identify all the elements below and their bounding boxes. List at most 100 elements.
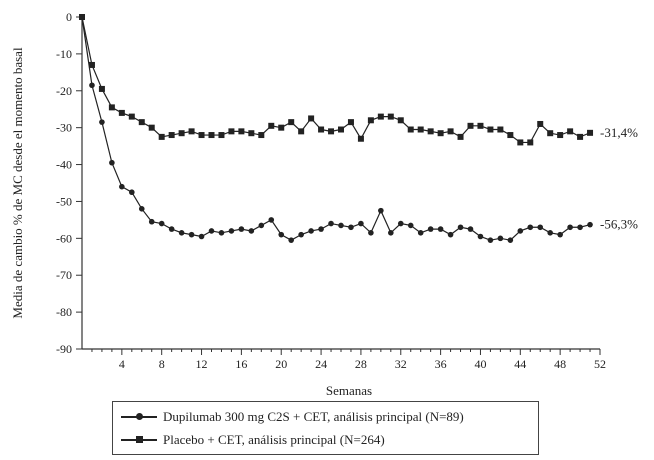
data-point xyxy=(557,231,563,238)
data-point xyxy=(517,228,524,234)
data-point xyxy=(567,224,573,231)
data-point xyxy=(417,126,424,133)
data-point xyxy=(178,230,185,236)
data-point xyxy=(427,128,434,135)
x-tick-label: 36 xyxy=(435,357,447,371)
data-point xyxy=(368,230,374,236)
legend-label-dupilumab: Dupilumab 300 mg C2S + CET, análisis pri… xyxy=(163,409,464,424)
data-point xyxy=(158,220,165,227)
data-point xyxy=(178,130,185,137)
y-tick-label: -70 xyxy=(56,268,72,282)
x-tick-label: 32 xyxy=(395,357,407,371)
series-line xyxy=(81,16,591,241)
data-point xyxy=(497,126,504,133)
data-point xyxy=(377,113,384,120)
data-point xyxy=(108,104,115,111)
data-point xyxy=(218,132,225,139)
y-tick-label: 0 xyxy=(66,10,72,24)
x-tick-label: 24 xyxy=(315,357,327,371)
data-point xyxy=(278,124,285,131)
data-point xyxy=(248,130,255,137)
data-point xyxy=(517,139,524,146)
y-tick-label: -50 xyxy=(56,194,72,208)
data-point xyxy=(557,132,564,139)
data-point xyxy=(228,128,235,135)
x-tick-label: 20 xyxy=(275,357,287,371)
y-tick-label: -60 xyxy=(56,231,72,245)
data-point xyxy=(248,228,255,234)
end-value-label: -56,3% xyxy=(600,217,638,232)
data-point xyxy=(467,226,474,232)
data-point xyxy=(587,129,594,136)
data-point xyxy=(109,159,115,166)
legend-item-dupilumab: Dupilumab 300 mg C2S + CET, análisis pri… xyxy=(121,406,464,428)
data-point xyxy=(577,133,584,140)
data-point xyxy=(198,233,205,240)
data-point xyxy=(547,130,554,137)
data-point xyxy=(148,218,155,225)
data-point xyxy=(447,128,454,135)
data-point xyxy=(407,222,414,229)
data-point xyxy=(347,119,354,126)
series-layer: -56,3% -31,4% xyxy=(79,14,638,243)
y-tick-label: -90 xyxy=(56,342,72,356)
data-point xyxy=(308,228,314,234)
data-point xyxy=(387,113,394,120)
data-point xyxy=(138,206,145,212)
data-point xyxy=(437,226,444,232)
data-point xyxy=(138,119,145,126)
data-point xyxy=(357,135,364,142)
data-point xyxy=(338,222,344,229)
data-point xyxy=(308,115,315,122)
data-point xyxy=(238,128,245,135)
y-axis-title: Media de cambio % de MC desde el momento… xyxy=(10,47,25,319)
data-point xyxy=(477,233,484,240)
series-placebo: -31,4% xyxy=(79,14,638,146)
x-tick-label: 52 xyxy=(594,357,606,371)
data-point xyxy=(527,139,534,146)
x-tick-label: 16 xyxy=(235,357,247,371)
series-line xyxy=(81,16,591,144)
y-tick-label: -40 xyxy=(56,158,72,172)
data-point xyxy=(328,220,334,227)
data-point xyxy=(507,237,514,243)
data-point xyxy=(397,220,404,227)
data-point xyxy=(128,113,135,120)
data-point xyxy=(328,128,335,135)
data-point xyxy=(417,230,424,236)
data-point xyxy=(89,82,95,89)
y-tick-label: -80 xyxy=(56,305,72,319)
data-point xyxy=(268,122,275,129)
data-point xyxy=(88,61,95,68)
data-point xyxy=(527,224,534,231)
data-point xyxy=(487,126,494,133)
data-point xyxy=(338,126,344,133)
data-point xyxy=(388,230,394,236)
data-point xyxy=(587,221,593,228)
data-point xyxy=(208,132,215,139)
series-dupilumab: -56,3% xyxy=(79,14,638,243)
data-point xyxy=(268,217,275,223)
data-point xyxy=(129,189,135,196)
data-point xyxy=(188,231,195,238)
data-point xyxy=(437,130,444,137)
data-point xyxy=(358,220,364,227)
data-point xyxy=(218,230,225,236)
data-point xyxy=(467,122,474,129)
data-point xyxy=(497,235,504,242)
y-tick-label: -30 xyxy=(56,121,72,135)
data-point xyxy=(447,231,454,238)
line-chart: 0-10-20-30-40-50-60-70-80-904 8 12 16 20 24 28… xyxy=(10,10,638,398)
data-point xyxy=(367,117,374,124)
data-point xyxy=(148,124,155,131)
data-point xyxy=(457,133,464,140)
data-point xyxy=(577,224,583,231)
data-point xyxy=(477,122,484,129)
legend-item-placebo: Placebo + CET, análisis principal (N=264… xyxy=(121,429,385,451)
data-point xyxy=(278,231,285,238)
x-tick-label: 4 xyxy=(119,357,125,371)
data-point xyxy=(158,133,165,140)
data-point xyxy=(228,228,235,234)
data-point xyxy=(258,132,265,139)
data-point xyxy=(288,119,295,126)
